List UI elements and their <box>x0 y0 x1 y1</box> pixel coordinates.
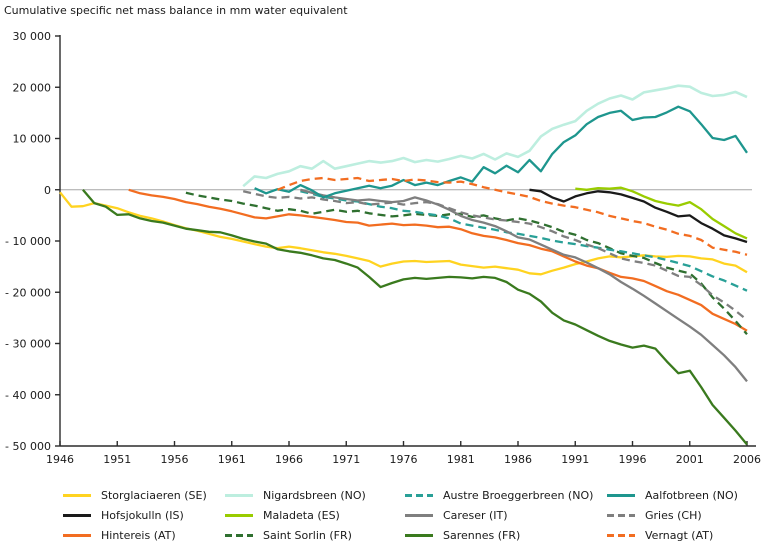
legend-item-nigardsbreen: Nigardsbreen (NO) <box>225 485 366 505</box>
series-line-austre-broeggerbreen <box>300 190 748 292</box>
legend-swatch-storglaciaeren <box>63 493 91 497</box>
legend-swatch-aalfotbreen <box>607 493 635 497</box>
legend-item-sarennes: Sarennes (FR) <box>405 525 593 542</box>
legend-column-3: Austre Broeggerbreen (NO) Careser (IT) Sar… <box>405 485 593 542</box>
legend-label-vernagt: Vernagt (AT) <box>645 528 714 542</box>
legend-item-austre-broeggerbreen: Austre Broeggerbreen (NO) <box>405 485 593 505</box>
series-line-nigardsbreen <box>242 84 748 188</box>
line-chart-plot: 30 000 20 000 10 000 0 - 10 000 - 20 000 - 30 … <box>5 30 761 466</box>
legend-swatch-hintereis <box>63 533 91 537</box>
x-tick-label: 2001 <box>676 453 704 466</box>
series-line-maladeta <box>575 186 748 240</box>
legend-item-saint-sorlin: Saint Sorlin (FR) <box>225 525 366 542</box>
y-tick-label: 30 000 <box>13 30 52 43</box>
legend-item-maladeta: Maladeta (ES) <box>225 505 366 525</box>
x-tick-label: 1946 <box>46 453 74 466</box>
y-tick-label: - 40 000 <box>5 389 51 402</box>
series-line-saint-sorlin <box>185 191 748 336</box>
legend-swatch-austre-broeggerbreen <box>405 493 433 497</box>
legend-item-gries: Gries (CH) <box>607 505 738 525</box>
legend-label-hintereis: Hintereis (AT) <box>101 528 176 542</box>
legend-label-storglaciaeren: Storglaciaeren (SE) <box>101 488 207 502</box>
legend-swatch-nigardsbreen <box>225 493 253 497</box>
series-line-vernagt <box>277 176 748 256</box>
series-line-careser <box>300 188 748 383</box>
legend-column-2: Nigardsbreen (NO) Maladeta (ES) Saint Sorl… <box>225 485 366 542</box>
legend-swatch-sarennes <box>405 533 433 537</box>
legend-item-hofsjokulln: Hofsjokulln (IS) <box>63 505 207 525</box>
y-tick-label: 20 000 <box>13 81 52 94</box>
y-tick-label: - 10 000 <box>5 235 51 248</box>
legend-swatch-hofsjokulln <box>63 513 91 517</box>
y-tick-label: 0 <box>44 184 51 197</box>
legend-column-1: Storglaciaeren (SE) Hofsjokulln (IS) Hinte… <box>63 485 207 542</box>
x-tick-label: 1961 <box>218 453 246 466</box>
x-tick-label: 2006 <box>733 453 761 466</box>
x-tick-label: 1971 <box>332 453 360 466</box>
y-tick-label: - 50 000 <box>5 440 51 453</box>
legend-label-gries: Gries (CH) <box>645 508 702 522</box>
legend-item-vernagt: Vernagt (AT) <box>607 525 738 542</box>
legend-swatch-saint-sorlin <box>225 533 253 537</box>
x-tick-label: 1976 <box>390 453 418 466</box>
legend-label-careser: Careser (IT) <box>443 508 508 522</box>
legend-column-4: Aalfotbreen (NO) Gries (CH) Vernagt (AT) <box>607 485 738 542</box>
legend-label-aalfotbreen: Aalfotbreen (NO) <box>645 488 738 502</box>
legend-label-sarennes: Sarennes (FR) <box>443 528 521 542</box>
series-line-aalfotbreen <box>254 105 748 199</box>
series-line-hintereis <box>128 188 748 332</box>
x-tick-label: 1951 <box>103 453 131 466</box>
x-tick-label: 1996 <box>619 453 647 466</box>
x-tick-label: 1981 <box>447 453 475 466</box>
legend-label-nigardsbreen: Nigardsbreen (NO) <box>263 488 366 502</box>
chart-title: Cumulative specific net mass balance in … <box>4 4 348 17</box>
legend-item-storglaciaeren: Storglaciaeren (SE) <box>63 485 207 505</box>
y-tick-label: 10 000 <box>13 133 52 146</box>
y-tick-label: - 30 000 <box>5 338 51 351</box>
series-line-gries <box>242 190 748 321</box>
series-line-hofsjokulln <box>529 188 748 244</box>
legend-swatch-vernagt <box>607 533 635 537</box>
series-line-sarennes <box>82 189 748 446</box>
legend-item-hintereis: Hintereis (AT) <box>63 525 207 542</box>
x-tick-label: 1986 <box>504 453 532 466</box>
legend-label-austre-broeggerbreen: Austre Broeggerbreen (NO) <box>443 488 594 502</box>
legend-swatch-gries <box>607 513 635 517</box>
legend-label-maladeta: Maladeta (ES) <box>263 508 340 522</box>
legend-label-hofsjokulln: Hofsjokulln (IS) <box>101 508 184 522</box>
legend-swatch-careser <box>405 513 433 517</box>
legend-item-aalfotbreen: Aalfotbreen (NO) <box>607 485 738 505</box>
x-tick-label: 1991 <box>561 453 589 466</box>
x-tick-label: 1956 <box>161 453 189 466</box>
y-tick-label: - 20 000 <box>5 286 51 299</box>
legend-item-careser: Careser (IT) <box>405 505 593 525</box>
x-tick-label: 1966 <box>275 453 303 466</box>
legend-label-saint-sorlin: Saint Sorlin (FR) <box>263 528 352 542</box>
legend-swatch-maladeta <box>225 513 253 517</box>
